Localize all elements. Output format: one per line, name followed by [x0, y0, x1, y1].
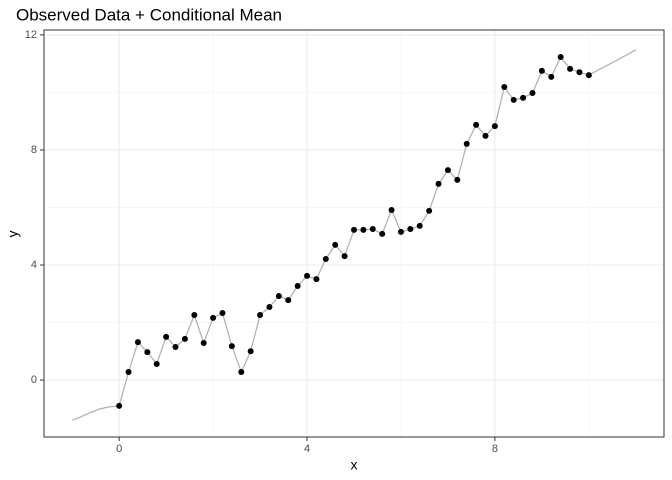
data-point — [257, 312, 264, 319]
data-point — [388, 207, 395, 214]
data-point — [454, 176, 461, 183]
data-point — [473, 121, 480, 128]
data-point — [134, 339, 141, 346]
data-point — [538, 67, 545, 74]
data-point — [144, 349, 151, 356]
data-point — [576, 69, 583, 76]
data-point — [360, 226, 367, 233]
chart-title: Observed Data + Conditional Mean — [16, 5, 282, 24]
data-point — [228, 343, 235, 350]
data-point — [510, 96, 517, 103]
x-tick-label: 8 — [492, 443, 498, 455]
x-axis-title: x — [351, 457, 358, 473]
x-tick-label: 0 — [116, 443, 122, 455]
data-point — [529, 89, 536, 96]
x-tick-label: 4 — [304, 443, 310, 455]
data-point — [341, 253, 348, 260]
data-point — [191, 312, 198, 319]
data-point — [210, 314, 217, 321]
data-point — [585, 72, 592, 79]
data-point — [482, 132, 489, 139]
data-point — [200, 339, 207, 346]
data-point — [407, 226, 414, 233]
data-point — [266, 303, 273, 310]
data-point — [491, 123, 498, 130]
data-point — [238, 368, 245, 375]
y-tick-label: 0 — [31, 374, 37, 386]
data-point — [501, 83, 508, 90]
data-point — [172, 343, 179, 350]
data-point — [520, 94, 527, 101]
data-point — [163, 333, 170, 340]
y-tick-label: 4 — [31, 259, 37, 271]
data-point — [463, 140, 470, 147]
data-point — [313, 276, 320, 283]
y-tick-label: 8 — [31, 144, 37, 156]
y-tick-label: 12 — [25, 29, 37, 41]
data-point — [275, 293, 282, 300]
plot-border — [43, 29, 665, 438]
data-point — [379, 230, 386, 237]
data-point — [322, 255, 329, 262]
data-point — [247, 348, 254, 355]
y-axis-title: y — [5, 231, 21, 238]
data-point — [557, 54, 564, 61]
data-point — [181, 335, 188, 342]
data-point — [294, 282, 301, 289]
data-point — [369, 226, 376, 233]
data-point — [125, 368, 132, 375]
data-point — [397, 228, 404, 235]
data-point — [416, 222, 423, 229]
data-point — [285, 297, 292, 304]
data-point — [153, 360, 160, 367]
data-point — [219, 310, 226, 317]
data-point — [548, 73, 555, 80]
data-point — [444, 167, 451, 174]
data-point — [426, 207, 433, 214]
data-point — [332, 241, 339, 248]
data-point — [351, 226, 357, 233]
data-point — [435, 180, 442, 187]
data-point — [116, 402, 123, 409]
data-point — [304, 272, 311, 279]
data-point — [567, 65, 574, 72]
